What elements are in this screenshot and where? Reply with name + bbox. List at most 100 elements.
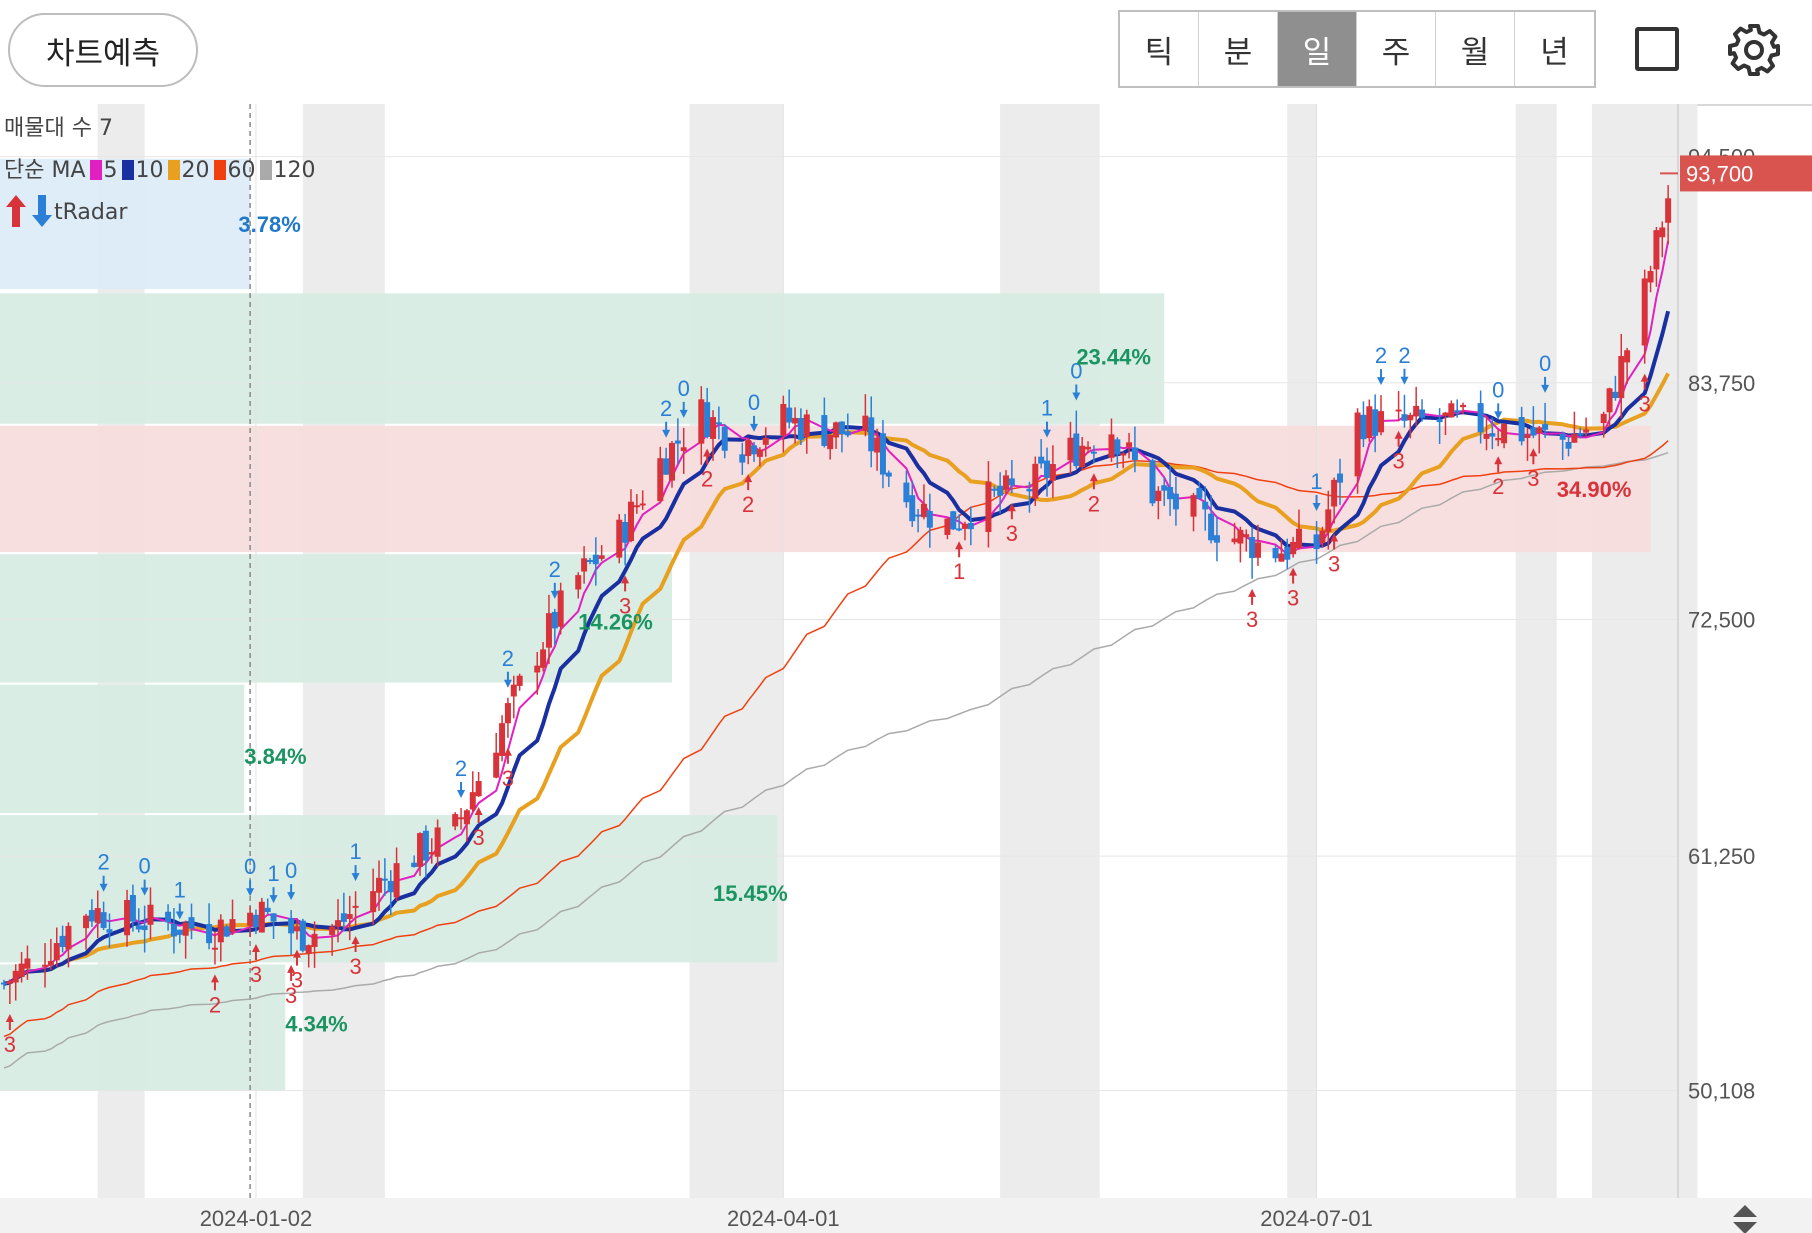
ma60-line: [3, 440, 1669, 1038]
signal-count: 3: [502, 766, 514, 791]
ma60-legend-label: 60: [227, 158, 256, 183]
sell-signal-arrow: [662, 421, 671, 438]
period-tab-tick[interactable]: 틱: [1120, 12, 1199, 86]
ma120-swatch: [259, 160, 272, 180]
signal-count: 0: [1539, 351, 1551, 376]
candle-up: [961, 523, 968, 529]
signal-count: 3: [250, 962, 262, 987]
candle-up: [710, 417, 717, 439]
candle-down: [1454, 410, 1461, 413]
buy-signal-arrow: [955, 541, 964, 558]
candle-up: [985, 481, 992, 533]
candle-down: [885, 472, 892, 477]
scroll-handle-icon[interactable]: [1733, 1205, 1757, 1233]
candle-down: [381, 878, 388, 881]
ma20-legend-label: 20: [181, 158, 210, 183]
candle-down: [288, 917, 295, 934]
volume-zone: [0, 964, 286, 1091]
candle-up: [792, 417, 799, 424]
period-tab-week[interactable]: 주: [1357, 12, 1436, 86]
fullscreen-icon[interactable]: [1635, 27, 1679, 71]
candle-up: [1571, 434, 1578, 443]
buy-signal-arrow: [287, 964, 296, 981]
candle-down: [1208, 513, 1215, 541]
candle-down: [1401, 414, 1408, 421]
signal-count: 3: [4, 1032, 16, 1057]
candle-down: [206, 924, 213, 944]
candle-up: [1413, 405, 1420, 417]
chart-predict-button[interactable]: 차트예측: [8, 13, 198, 87]
period-tab-day[interactable]: 일: [1278, 12, 1357, 86]
zone-percent-label: 15.45%: [713, 881, 788, 906]
candle-up: [669, 443, 675, 481]
candle-down: [1026, 489, 1033, 492]
buy-signal-arrow: [1289, 567, 1298, 584]
current-price-label: 93,700: [1686, 161, 1753, 186]
candle-up: [24, 958, 31, 969]
candle-down: [844, 431, 851, 436]
signal-count: 3: [1287, 586, 1299, 611]
current-price-tag: 93,700: [1660, 155, 1812, 192]
candle-up: [1583, 429, 1590, 433]
buy-signal-arrow: [503, 747, 512, 764]
zone-percent-label: 3.78%: [238, 212, 300, 237]
candle-down: [270, 913, 277, 922]
candle-up: [516, 675, 523, 686]
y-tick-label: 72,500: [1688, 607, 1755, 632]
candle-up: [633, 505, 640, 508]
candle-down: [950, 511, 957, 530]
buy-signal-arrow: [1529, 448, 1538, 465]
candle-up: [247, 912, 254, 926]
moving-average-legend: 단순 MA 5 10 20 60 120: [4, 152, 316, 184]
candle-down: [909, 495, 916, 522]
candle-down: [1008, 478, 1015, 486]
signal-count: 3: [349, 954, 361, 979]
sell-signal-arrow: [351, 865, 360, 882]
ma5-legend-label: 5: [103, 158, 118, 183]
candle-down: [838, 421, 845, 435]
candle-up: [1653, 230, 1660, 270]
tradar-arrows-icon: [6, 195, 52, 227]
candle-up: [1254, 542, 1261, 558]
buy-signal-arrow: [292, 949, 301, 966]
gear-icon[interactable]: [1726, 22, 1782, 78]
signal-count: 2: [1375, 343, 1387, 368]
x-tick-label: 2024-04-01: [727, 1206, 840, 1231]
candle-up: [18, 963, 25, 978]
candle-up: [1641, 278, 1648, 346]
x-axis: 2024-01-02 2024-04-01 2024-07-01: [200, 1206, 1373, 1231]
signal-count: 3: [1006, 521, 1018, 546]
sell-signal-arrow: [1377, 369, 1386, 386]
signal-count: 3: [1392, 449, 1404, 474]
candle-up: [545, 613, 552, 648]
ma120-legend-label: 120: [273, 158, 316, 183]
candle-up: [1442, 412, 1449, 416]
candle-up: [1319, 530, 1326, 543]
y-tick-label: 83,750: [1688, 371, 1755, 396]
candle-down: [956, 528, 963, 531]
candle-up: [1536, 427, 1543, 433]
signal-count: 1: [267, 861, 279, 886]
candle-up: [862, 415, 869, 431]
signal-count: 2: [1398, 343, 1410, 368]
signal-count: 0: [285, 858, 297, 883]
candle-up: [293, 926, 300, 932]
candle-down: [223, 926, 230, 937]
period-tab-minute[interactable]: 분: [1199, 12, 1278, 86]
candle-up: [1600, 413, 1607, 424]
signal-count: 1: [1310, 469, 1322, 494]
period-tab-month[interactable]: 월: [1436, 12, 1515, 86]
signal-count: 3: [473, 825, 485, 850]
period-tab-year[interactable]: 년: [1540, 34, 1569, 71]
candle-down: [141, 925, 148, 931]
candle-down: [1518, 417, 1525, 442]
candle-up: [94, 908, 101, 923]
candle-down: [252, 914, 259, 928]
x-tick-label: 2024-01-02: [200, 1206, 313, 1231]
buy-signal-arrow: [703, 448, 712, 465]
candle-down: [1612, 391, 1619, 399]
buy-signal-arrow: [1330, 533, 1339, 550]
sell-signal-arrow: [503, 671, 512, 688]
candle-up: [469, 792, 476, 810]
